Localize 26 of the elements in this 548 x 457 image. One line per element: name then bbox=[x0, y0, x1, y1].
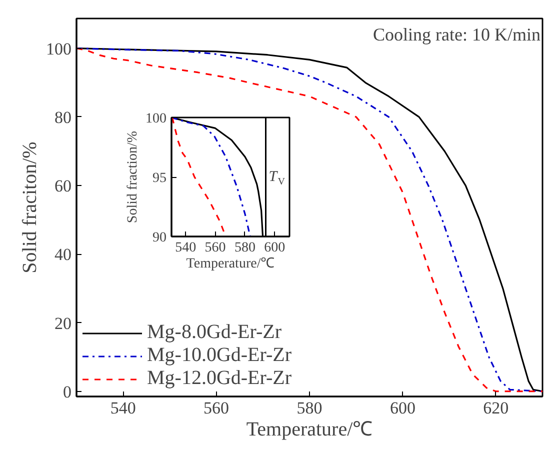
x-tick-label: 600 bbox=[264, 240, 286, 256]
x-tick-label: 560 bbox=[204, 240, 226, 256]
y-tick-label: 100 bbox=[46, 39, 72, 58]
y-tick-label: 0 bbox=[63, 382, 72, 402]
y-tick-label: 80 bbox=[54, 108, 72, 127]
y-tick-label: 90 bbox=[152, 230, 166, 246]
x-tick-label: 620 bbox=[483, 398, 509, 418]
annotation: Cooling rate: 10 K/min bbox=[373, 24, 540, 44]
x-axis-title: Temperature/℃ bbox=[246, 418, 373, 440]
x-tick-label: 600 bbox=[390, 398, 416, 418]
x-tick-label: 540 bbox=[110, 398, 136, 418]
y-axis-title: Solid fraciton/% bbox=[19, 142, 41, 274]
y-tick-label: 100 bbox=[146, 112, 166, 126]
y-axis-title: Solid fraction/% bbox=[126, 130, 140, 224]
legend-label: Mg-12.0Gd-Er-Zr bbox=[147, 367, 292, 390]
x-tick-label: 560 bbox=[204, 398, 230, 418]
legend-label: Mg-8.0Gd-Er-Zr bbox=[147, 321, 282, 344]
legend-label: Mg-10.0Gd-Er-Zr bbox=[147, 344, 292, 367]
y-tick-label: 20 bbox=[54, 314, 72, 333]
x-axis-title: Temperature/℃ bbox=[186, 256, 275, 272]
y-tick-label: 95 bbox=[152, 171, 166, 186]
y-tick-label: 40 bbox=[54, 245, 72, 264]
y-tick-label: 60 bbox=[54, 176, 72, 196]
x-tick-label: 580 bbox=[296, 398, 322, 418]
x-tick-label: 540 bbox=[175, 240, 196, 256]
x-tick-label: 580 bbox=[234, 240, 256, 256]
